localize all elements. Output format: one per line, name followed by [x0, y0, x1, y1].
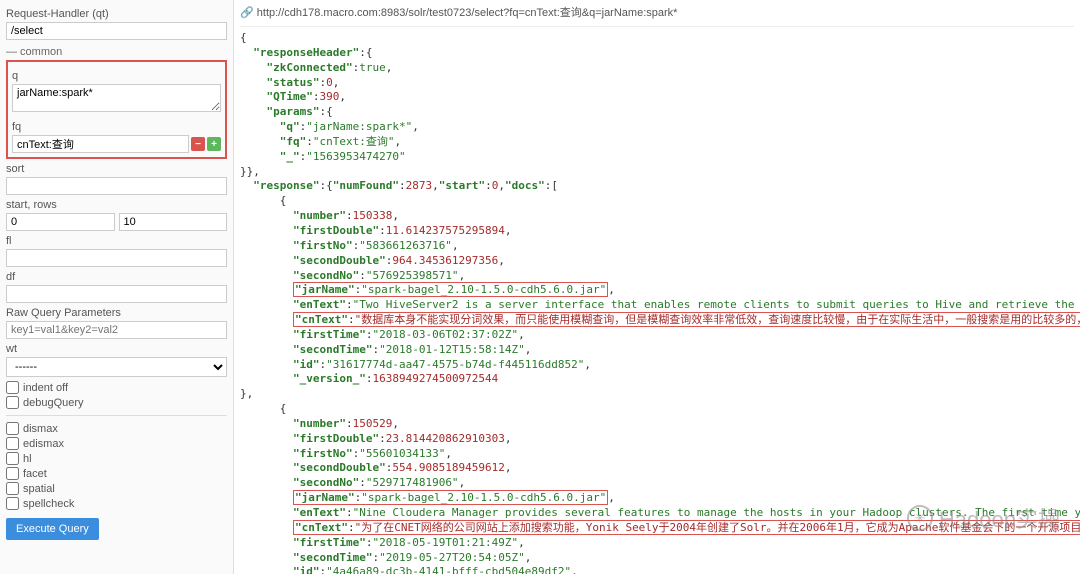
edismax-label: edismax [23, 438, 64, 450]
debug-label: debugQuery [23, 397, 84, 409]
fl-label: fl [6, 235, 227, 247]
hl-label: hl [23, 453, 32, 465]
debug-checkbox[interactable] [6, 396, 19, 409]
request-url-bar: 🔗 http://cdh178.macro.com:8983/solr/test… [240, 2, 1074, 27]
wt-select[interactable]: ------ [6, 357, 227, 377]
hl-checkbox[interactable] [6, 452, 19, 465]
sort-label: sort [6, 163, 227, 175]
spatial-checkbox[interactable] [6, 482, 19, 495]
q-input[interactable]: jarName:spark* [12, 84, 221, 112]
fq-label: fq [12, 121, 221, 133]
query-form-panel: Request-Handler (qt) — common q jarName:… [0, 0, 234, 574]
spellcheck-checkbox[interactable] [6, 497, 19, 510]
raw-params-label: Raw Query Parameters [6, 307, 227, 319]
fl-input[interactable] [6, 249, 227, 267]
facet-checkbox[interactable] [6, 467, 19, 480]
start-input[interactable] [6, 213, 115, 231]
sort-input[interactable] [6, 177, 227, 195]
execute-query-button[interactable]: Execute Query [6, 518, 99, 540]
wt-label: wt [6, 343, 227, 355]
edismax-checkbox[interactable] [6, 437, 19, 450]
raw-params-input[interactable] [6, 321, 227, 339]
rows-input[interactable] [119, 213, 228, 231]
request-handler-label: Request-Handler (qt) [6, 8, 227, 20]
df-input[interactable] [6, 285, 227, 303]
request-url-link[interactable]: http://cdh178.macro.com:8983/solr/test07… [257, 7, 678, 19]
facet-label: facet [23, 468, 47, 480]
common-section-header: — common [6, 46, 227, 58]
indent-checkbox[interactable] [6, 381, 19, 394]
spatial-label: spatial [23, 483, 55, 495]
remove-fq-button[interactable]: − [191, 137, 205, 151]
q-fq-highlight-box: q jarName:spark* fq − + [6, 60, 227, 159]
json-response: { "responseHeader":{ "zkConnected":true,… [240, 31, 1074, 574]
indent-label: indent off [23, 382, 68, 394]
fq-input[interactable] [12, 135, 189, 153]
start-rows-label: start, rows [6, 199, 227, 211]
q-label: q [12, 70, 221, 82]
df-label: df [6, 271, 227, 283]
spellcheck-label: spellcheck [23, 498, 74, 510]
dismax-checkbox[interactable] [6, 422, 19, 435]
dismax-label: dismax [23, 423, 58, 435]
request-handler-input[interactable] [6, 22, 227, 40]
add-fq-button[interactable]: + [207, 137, 221, 151]
results-panel: 🔗 http://cdh178.macro.com:8983/solr/test… [234, 0, 1080, 574]
